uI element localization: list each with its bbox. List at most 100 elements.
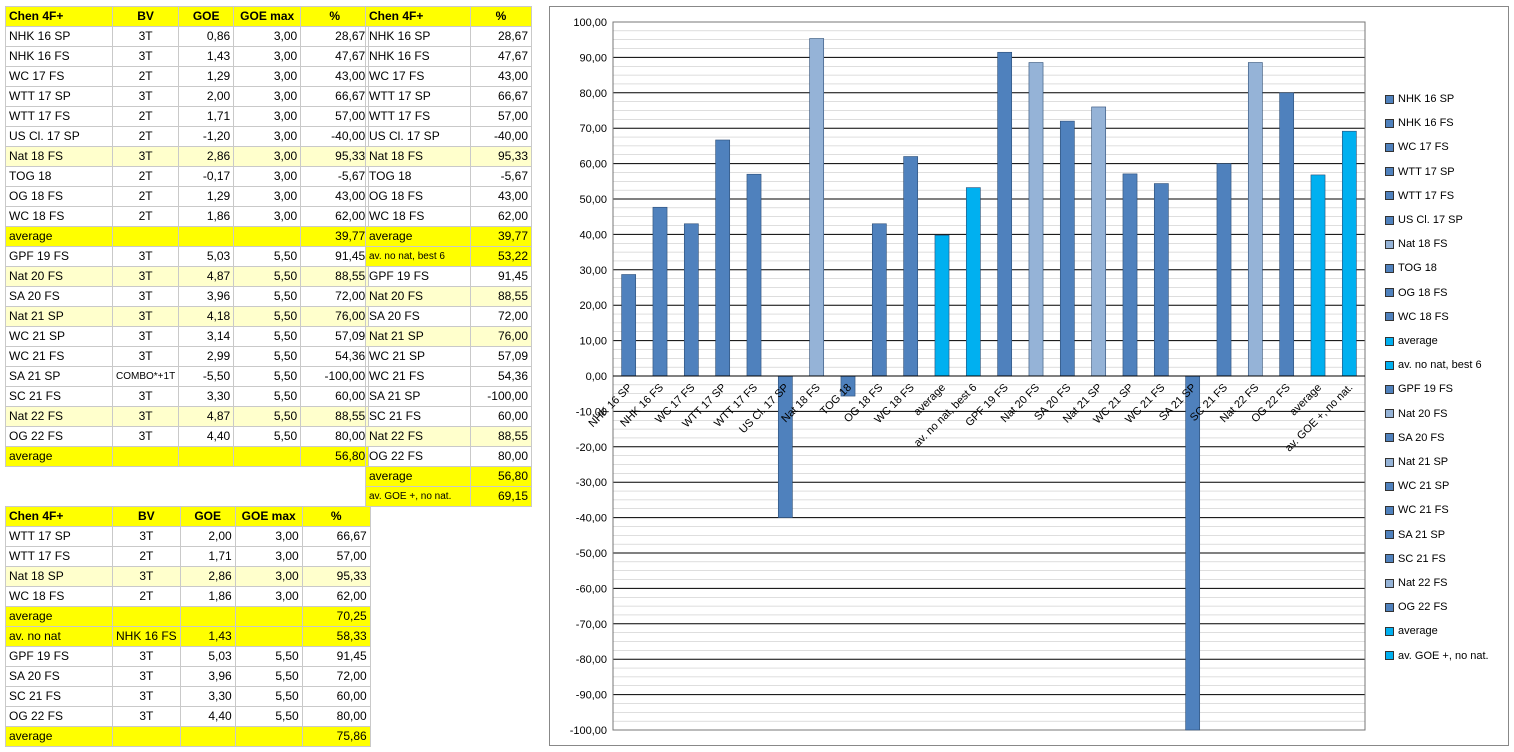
bar — [871, 223, 887, 377]
legend-label: NHK 16 SP — [1398, 93, 1455, 105]
percent-cell: 47,67 — [470, 46, 532, 67]
goe-max-cell: 3,00 — [234, 586, 303, 607]
competition-cell: NHK 16 FS — [5, 46, 113, 67]
column-header: GOE — [178, 6, 235, 27]
bv-cell: 3T — [112, 526, 181, 547]
column-header: GOE max — [233, 6, 302, 27]
legend-label: average — [1398, 335, 1438, 347]
table-row: GPF 19 FS 3T 5,03 5,50 91,45 — [5, 246, 370, 267]
table-row: WC 18 FS 62,00 — [365, 206, 532, 227]
percent-cell: 91,45 — [470, 266, 532, 287]
competition-cell: Nat 20 FS — [5, 266, 113, 287]
goe-max-cell: 3,00 — [233, 46, 302, 67]
legend-swatch — [1385, 191, 1394, 201]
competition-cell: NHK 16 FS — [365, 46, 471, 67]
legend-item: NHK 16 SP — [1385, 91, 1454, 107]
legend-item: WTT 17 SP — [1385, 164, 1455, 180]
competition-cell: US Cl. 17 SP — [5, 126, 113, 147]
percent-cell: 88,55 — [300, 406, 370, 427]
legend-label: WC 21 FS — [1398, 504, 1449, 517]
y-tick-label: 20,00 — [579, 300, 607, 312]
table-row: WC 17 FS 43,00 — [365, 66, 532, 87]
competition-cell: av. no nat, best 6 — [365, 246, 471, 267]
goe-max-cell: 5,50 — [233, 326, 302, 347]
table-row: WC 21 SP 3T 3,14 5,50 57,09 — [5, 326, 370, 347]
table-row: Nat 21 SP 76,00 — [365, 326, 532, 347]
goe-cell: 4,18 — [178, 306, 235, 327]
y-tick-label: 50,00 — [579, 194, 607, 206]
y-tick-label: -80,00 — [576, 654, 607, 666]
percent-cell: 43,00 — [300, 186, 370, 207]
percent-cell: -100,00 — [470, 386, 532, 407]
y-tick-label: -90,00 — [576, 690, 607, 702]
competition-cell: GPF 19 FS — [365, 266, 471, 287]
y-tick-label: -60,00 — [576, 583, 607, 595]
y-tick-label: 80,00 — [579, 88, 607, 100]
percent-cell: 72,00 — [470, 306, 532, 327]
bv-cell: 3T — [111, 246, 180, 267]
bar — [1310, 174, 1326, 377]
goe-cell: 3,30 — [179, 686, 236, 707]
legend-swatch — [1385, 602, 1394, 612]
bv-cell: 3T — [111, 86, 180, 107]
goe-cell: 1,29 — [178, 186, 235, 207]
bar — [683, 223, 699, 377]
column-header: % — [301, 506, 371, 527]
bar — [809, 38, 825, 377]
table-row: SC 21 FS 60,00 — [365, 406, 532, 427]
competition-cell: average — [365, 226, 471, 247]
legend-label: NHK 16 FS — [1398, 117, 1454, 130]
legend-label: TOG 18 — [1398, 262, 1437, 275]
goe-max-cell: 5,50 — [233, 266, 302, 287]
goe-cell: 2,00 — [179, 526, 236, 547]
competition-cell: OG 18 FS — [365, 186, 471, 207]
legend-swatch — [1385, 457, 1394, 467]
goe-cell: 1,43 — [179, 626, 236, 647]
percent-cell: 53,22 — [470, 246, 532, 267]
competition-cell: WTT 17 FS — [5, 106, 113, 127]
table-row: WTT 17 FS 57,00 — [365, 106, 532, 127]
competition-cell: Nat 21 SP — [5, 306, 113, 327]
table-row: OG 22 FS 3T 4,40 5,50 80,00 — [5, 426, 370, 447]
y-tick-label: -20,00 — [576, 442, 607, 454]
competition-cell: WTT 17 FS — [5, 546, 113, 567]
table-row: WC 18 FS 2T 1,86 3,00 62,00 — [5, 586, 371, 607]
percent-summary-table: Chen 4F+% NHK 16 SP 28,67 NHK 16 FS 47,67 WC … — [365, 6, 532, 507]
legend-label: SA 21 SP — [1398, 528, 1446, 541]
competition-cell: WC 21 FS — [5, 346, 113, 367]
table-row: OG 18 FS 2T 1,29 3,00 43,00 — [5, 186, 370, 207]
table-row: NHK 16 SP 3T 0,86 3,00 28,67 — [5, 26, 370, 47]
table-row: SA 20 FS 3T 3,96 5,50 72,00 — [5, 286, 370, 307]
percent-cell: 47,67 — [300, 46, 370, 67]
goe-cell: 5,03 — [179, 646, 236, 667]
empty-cell — [233, 446, 302, 467]
bv-cell: 2T — [111, 106, 180, 127]
legend-swatch — [1385, 118, 1394, 128]
bv-cell: 3T — [111, 146, 180, 167]
y-tick-label: -50,00 — [576, 548, 607, 560]
table-row: SA 21 SP COMBO*+1T -5,50 5,50 -100,00 — [5, 366, 370, 387]
average-row: av. GOE +, no nat. 69,15 — [365, 486, 532, 507]
legend-swatch — [1385, 578, 1394, 588]
legend-swatch — [1385, 626, 1394, 636]
legend-item: SA 20 FS — [1385, 430, 1444, 446]
bv-cell: 2T — [112, 586, 181, 607]
table-row: SC 21 FS 3T 3,30 5,50 60,00 — [5, 386, 370, 407]
competition-cell: SA 20 FS — [365, 306, 471, 327]
table-header-row: Chen 4F+% — [365, 6, 532, 27]
empty-cell — [111, 226, 180, 247]
legend-swatch — [1385, 142, 1394, 152]
y-tick-label: 90,00 — [579, 52, 607, 64]
competition-cell: Nat 18 SP — [5, 566, 113, 587]
goe-cell: 4,40 — [179, 706, 236, 727]
table-row: Nat 22 FS 3T 4,87 5,50 88,55 — [5, 406, 370, 427]
y-tick-label: 10,00 — [579, 336, 607, 348]
percent-cell: 54,36 — [470, 366, 532, 387]
percent-cell: 91,45 — [301, 646, 371, 667]
competition-cell: WC 17 FS — [365, 66, 471, 87]
bv-cell: 2T — [112, 546, 181, 567]
competition-cell: WC 21 SP — [5, 326, 113, 347]
goe-max-cell: 5,50 — [233, 306, 302, 327]
table-row: Nat 20 FS 3T 4,87 5,50 88,55 — [5, 266, 370, 287]
legend-label: av. GOE +, no nat. — [1398, 649, 1489, 662]
